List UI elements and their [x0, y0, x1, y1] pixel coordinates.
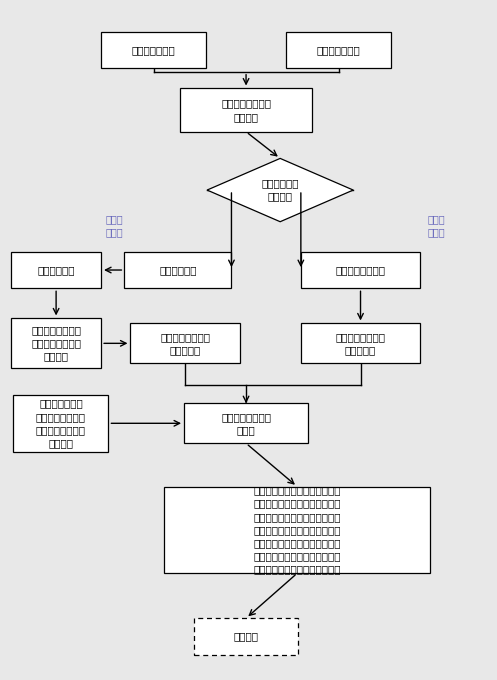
FancyBboxPatch shape	[301, 323, 420, 363]
FancyBboxPatch shape	[184, 403, 308, 443]
Text: 输出扭矩: 输出扭矩	[234, 632, 258, 641]
Text: 根据不同的故障类
型输出不同的故障
调整扭矩: 根据不同的故障类 型输出不同的故障 调整扭矩	[31, 325, 81, 362]
Text: 计算出监控扭矩: 计算出监控扭矩	[132, 45, 175, 55]
Text: 将差值与设定
阈值比较: 将差值与设定 阈值比较	[261, 178, 299, 202]
Text: 得出实际扭矩与监
控的差值: 得出实际扭矩与监 控的差值	[221, 99, 271, 122]
Text: 当需求扭矩在限值扭矩的最大值
和最小值范围内，则输出需求扭
矩，否则，当需求扭矩大于所述
最大值则输出最大值，当需求扭
矩小于最小值则输出最小值；当
需求扭矩发: 当需求扭矩在限值扭矩的最大值 和最小值范围内，则输出需求扭 矩，否则，当需求扭矩…	[253, 486, 341, 575]
Text: 判断没有发生故障: 判断没有发生故障	[335, 265, 386, 275]
FancyBboxPatch shape	[194, 618, 298, 655]
Text: 判断故障类型: 判断故障类型	[37, 265, 75, 275]
Text: 大于设
定阈值: 大于设 定阈值	[106, 214, 123, 237]
FancyBboxPatch shape	[13, 395, 108, 452]
FancyBboxPatch shape	[124, 252, 232, 288]
FancyBboxPatch shape	[11, 252, 101, 288]
FancyBboxPatch shape	[180, 88, 312, 132]
FancyBboxPatch shape	[101, 32, 206, 69]
Text: 小于设
定阈值: 小于设 定阈值	[427, 214, 445, 237]
FancyBboxPatch shape	[286, 32, 391, 69]
FancyBboxPatch shape	[301, 252, 420, 288]
FancyBboxPatch shape	[165, 487, 430, 573]
Text: 判断发生故障: 判断发生故障	[159, 265, 197, 275]
Text: 需求扭矩与限值扭
矩比较: 需求扭矩与限值扭 矩比较	[221, 411, 271, 435]
Polygon shape	[207, 158, 353, 222]
Text: 根据车辆操纵信
号、车辆状态信号
和零部件能力计算
扭矩限值: 根据车辆操纵信 号、车辆状态信号 和零部件能力计算 扭矩限值	[36, 398, 86, 448]
FancyBboxPatch shape	[11, 318, 101, 369]
Text: 计算出实际扭矩: 计算出实际扭矩	[317, 45, 360, 55]
Text: 将故障调整扭矩作
为需求扭矩: 将故障调整扭矩作 为需求扭矩	[160, 332, 210, 355]
FancyBboxPatch shape	[130, 323, 240, 363]
Text: 将实际输出扭矩作
为需求扭矩: 将实际输出扭矩作 为需求扭矩	[335, 332, 386, 355]
